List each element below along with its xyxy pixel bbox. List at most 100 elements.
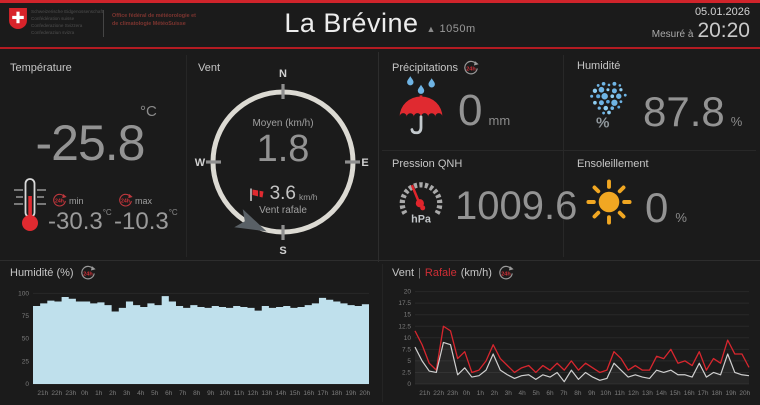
sunshine-title: Ensoleillement bbox=[577, 158, 649, 170]
humidity-chart: 0 25 50 75 100 21h 22h 23h 0h 1h 2h 3h 4h 5h 6h 7h 8h 9h 1… bbox=[18, 290, 370, 397]
pressure-value-row: 1009.6 bbox=[455, 184, 577, 229]
svg-text:20: 20 bbox=[404, 289, 412, 296]
datetime-block: 05.01.2026 Mesuré à 20:20 bbox=[652, 6, 750, 43]
svg-text:18h: 18h bbox=[331, 390, 342, 397]
wind-title: Vent bbox=[198, 62, 221, 74]
measured-label: Mesuré à bbox=[651, 29, 694, 40]
svg-text:10: 10 bbox=[404, 335, 412, 342]
svg-text:16h: 16h bbox=[303, 390, 314, 397]
temperature-unit: °C bbox=[140, 103, 157, 120]
24h-cycle-icon: 24h bbox=[119, 193, 133, 207]
wind-gust-label: Vent rafale bbox=[259, 205, 307, 216]
humidity-value-row: 87.8 % bbox=[643, 88, 742, 136]
svg-text:5: 5 bbox=[407, 358, 411, 365]
svg-text:17h: 17h bbox=[698, 390, 709, 397]
measured-time: 20:20 bbox=[697, 19, 750, 42]
wind-chart: 0 2.5 5 7.5 10 12.5 15 17.5 20 21h 22h 23h 0h 1h 2h 3h 4… bbox=[398, 289, 750, 397]
svg-text:7h: 7h bbox=[560, 390, 568, 397]
svg-text:9h: 9h bbox=[588, 390, 596, 397]
svg-text:20h: 20h bbox=[739, 390, 750, 397]
svg-text:75: 75 bbox=[22, 313, 30, 320]
temperature-value: -25.8 bbox=[35, 115, 146, 171]
wind-chart-header: Vent | Rafale (km/h) 24h bbox=[392, 265, 514, 281]
temp-max-header: 24h max bbox=[118, 193, 152, 208]
min-label: min bbox=[69, 195, 84, 206]
svg-text:6h: 6h bbox=[165, 390, 173, 397]
svg-text:2h: 2h bbox=[491, 390, 499, 397]
temp-max-value: -10.3°C bbox=[114, 208, 178, 235]
wind-gust-value: 3.6 bbox=[269, 183, 296, 204]
svg-text:8h: 8h bbox=[574, 390, 582, 397]
24h-cycle-icon: 24h bbox=[80, 265, 96, 280]
svg-text:23h: 23h bbox=[447, 390, 458, 397]
divider bbox=[563, 55, 564, 257]
wind-gust-unit: km/h bbox=[299, 192, 318, 202]
svg-text:3h: 3h bbox=[505, 390, 513, 397]
svg-text:18h: 18h bbox=[712, 390, 723, 397]
svg-text:21h: 21h bbox=[419, 390, 430, 397]
humidity-value: 87.8 bbox=[643, 88, 725, 135]
svg-text:7h: 7h bbox=[179, 390, 187, 397]
temp-min-header: 24h min bbox=[52, 193, 84, 208]
logo-divider bbox=[103, 10, 104, 37]
svg-text:17.5: 17.5 bbox=[398, 300, 411, 307]
precipitation-unit: mm bbox=[488, 113, 511, 128]
svg-text:25: 25 bbox=[22, 358, 30, 365]
svg-text:19h: 19h bbox=[345, 390, 356, 397]
wind-mean-value: 1.8 bbox=[256, 128, 310, 170]
divider bbox=[382, 150, 756, 151]
compass-east-label: E bbox=[361, 157, 368, 169]
svg-text:13h: 13h bbox=[261, 390, 272, 397]
svg-text:4h: 4h bbox=[519, 390, 527, 397]
svg-text:1h: 1h bbox=[477, 390, 485, 397]
svg-text:22h: 22h bbox=[51, 390, 62, 397]
svg-text:16h: 16h bbox=[684, 390, 695, 397]
svg-text:0: 0 bbox=[25, 381, 29, 388]
temp-min-value: -30.3°C bbox=[48, 208, 112, 235]
svg-text:12.5: 12.5 bbox=[398, 323, 411, 330]
svg-text:10h: 10h bbox=[600, 390, 611, 397]
divider bbox=[0, 260, 760, 261]
svg-text:10h: 10h bbox=[219, 390, 230, 397]
confederation-text: Schweizerische Eidgenossenschaft Confédé… bbox=[31, 9, 104, 35]
compass-south-label: S bbox=[279, 245, 286, 256]
svg-text:0h: 0h bbox=[463, 390, 471, 397]
svg-text:4h: 4h bbox=[137, 390, 145, 397]
divider bbox=[378, 52, 379, 262]
precipitation-header: Précipitations 24h bbox=[392, 60, 479, 76]
svg-text:6h: 6h bbox=[546, 390, 554, 397]
svg-text:12h: 12h bbox=[628, 390, 639, 397]
svg-text:24h: 24h bbox=[83, 271, 93, 277]
svg-text:24h: 24h bbox=[55, 199, 64, 205]
station-altitude: 1050m bbox=[439, 23, 476, 35]
svg-text:24h: 24h bbox=[121, 199, 130, 205]
svg-text:0h: 0h bbox=[81, 390, 89, 397]
wind-chart-unit-label: (km/h) bbox=[460, 267, 492, 279]
sunshine-value: 0 bbox=[645, 184, 669, 231]
svg-text:100: 100 bbox=[18, 290, 29, 297]
divider bbox=[186, 55, 187, 257]
wind-direction-arrow bbox=[234, 209, 267, 232]
precipitation-value: 0 bbox=[458, 86, 483, 135]
svg-text:3h: 3h bbox=[123, 390, 131, 397]
wind-chart-series2-label: Rafale bbox=[424, 267, 457, 279]
svg-text:13h: 13h bbox=[642, 390, 653, 397]
max-label: max bbox=[135, 195, 153, 206]
24h-cycle-icon: 24h bbox=[464, 60, 479, 75]
svg-text:7.5: 7.5 bbox=[402, 346, 411, 353]
swiss-coat-of-arms-icon bbox=[9, 8, 27, 29]
svg-text:15h: 15h bbox=[289, 390, 300, 397]
humidity-title: Humidité bbox=[577, 60, 621, 72]
sunshine-value-row: 0 % bbox=[645, 184, 687, 232]
temperature-title: Température bbox=[10, 62, 72, 74]
svg-text:19h: 19h bbox=[725, 390, 736, 397]
svg-text:24h: 24h bbox=[466, 66, 476, 72]
svg-text:hPa: hPa bbox=[411, 214, 432, 226]
svg-text:20h: 20h bbox=[359, 390, 370, 397]
svg-text:23h: 23h bbox=[65, 390, 76, 397]
sun-icon bbox=[586, 179, 632, 225]
svg-text:2h: 2h bbox=[109, 390, 117, 397]
svg-text:21h: 21h bbox=[37, 390, 48, 397]
station-title: La Brévine ▲ 1050m bbox=[0, 8, 760, 39]
